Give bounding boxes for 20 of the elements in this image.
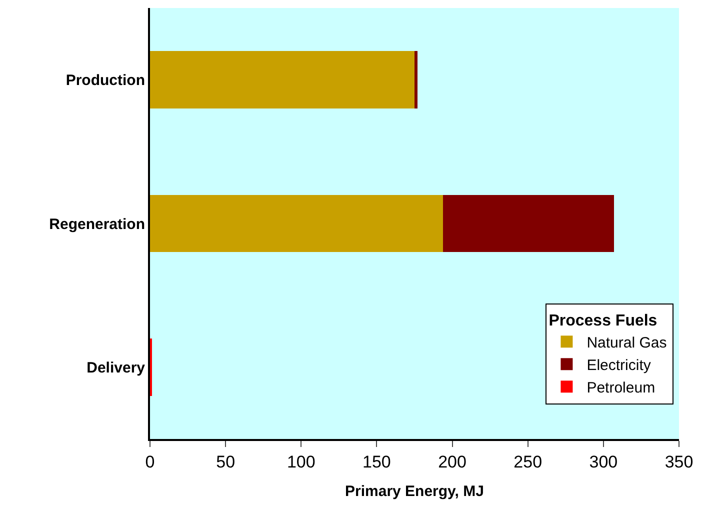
legend-label: Natural Gas <box>586 334 667 352</box>
bar <box>414 51 418 109</box>
x-tick-label: 150 <box>362 452 391 472</box>
legend-label: Electricity <box>586 356 652 374</box>
x-axis-title: Primary Energy, MJ <box>345 482 484 500</box>
bar <box>150 51 414 109</box>
bar <box>150 194 444 252</box>
x-tick-label: 0 <box>145 452 155 472</box>
x-tick-label: 50 <box>216 452 236 472</box>
x-tick-label: 200 <box>438 452 466 472</box>
x-tick-label: 350 <box>664 452 694 472</box>
x-tick-label: 100 <box>286 452 316 472</box>
bar <box>443 194 614 252</box>
legend-label: Petroleum <box>586 379 656 396</box>
legend-title: Process Fuels <box>548 312 658 330</box>
y-tick-label: Production <box>66 72 145 90</box>
x-tick-label: 250 <box>514 452 542 472</box>
x-tick-label: 300 <box>589 452 618 472</box>
y-tick-label: Delivery <box>86 359 146 376</box>
y-tick-label: Regeneration <box>49 216 145 233</box>
